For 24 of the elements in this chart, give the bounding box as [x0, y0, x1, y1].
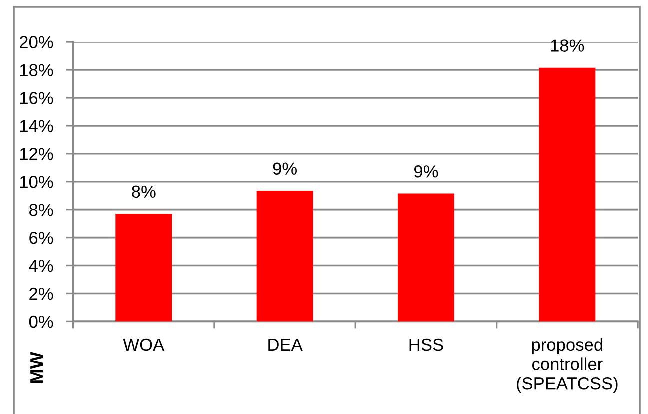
- y-tick-label: 16%: [20, 92, 54, 104]
- x-tick-label: HSS: [410, 338, 444, 352]
- data-label: 9%: [273, 162, 297, 176]
- bar: [539, 68, 596, 322]
- y-tick-label: 20%: [20, 36, 54, 48]
- y-tick-label: 4%: [29, 260, 54, 272]
- bar: [398, 194, 454, 322]
- data-label: 9%: [414, 166, 438, 178]
- y-tick-label: 12%: [20, 148, 54, 160]
- x-tick-label: WOA: [123, 338, 165, 352]
- y-tick-label: 14%: [20, 120, 54, 132]
- x-tick-label: DEA: [268, 339, 303, 351]
- y-tick-label: 8%: [30, 204, 54, 216]
- y-tick-label: 0%: [29, 316, 54, 328]
- y-tick-label: 2%: [30, 288, 54, 300]
- y-axis-title: MW: [30, 352, 44, 383]
- data-label: 8%: [132, 186, 156, 198]
- x-tick-label: proposed controller (SPEATCSS): [517, 338, 618, 394]
- data-label: 18%: [551, 40, 584, 52]
- bar: [116, 214, 172, 322]
- y-tick-label: 18%: [20, 64, 54, 76]
- y-tick-label: 10%: [20, 176, 54, 188]
- bar: [256, 190, 314, 322]
- y-tick-label: 6%: [30, 232, 54, 244]
